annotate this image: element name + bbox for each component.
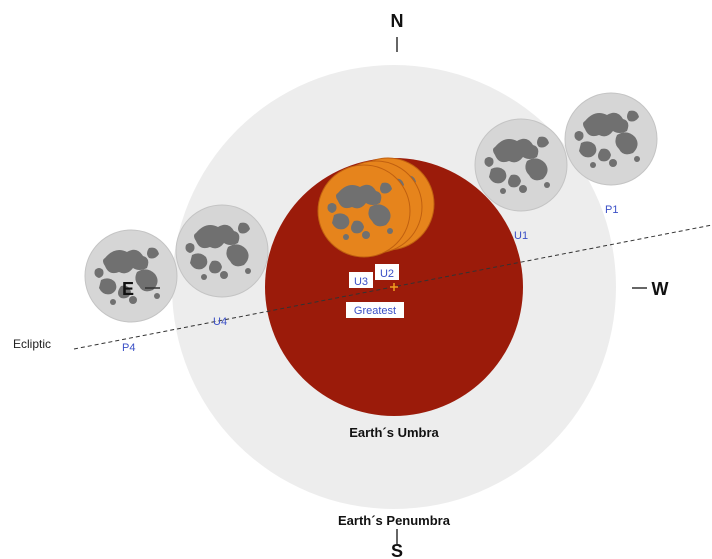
u2-box bbox=[375, 264, 399, 280]
east-label: E bbox=[122, 279, 134, 299]
moon-u2 bbox=[317, 164, 411, 258]
moon-p4 bbox=[84, 229, 178, 323]
ecliptic-label: Ecliptic bbox=[13, 337, 51, 351]
greatest-marker bbox=[390, 283, 398, 291]
contact-p4: P4 bbox=[122, 342, 135, 354]
contact-u2: U2 bbox=[380, 268, 394, 280]
greatest-box bbox=[346, 302, 404, 318]
u3-box bbox=[349, 272, 373, 288]
contact-u3: U3 bbox=[354, 276, 368, 288]
contact-u4: U4 bbox=[213, 316, 227, 328]
moon-u1 bbox=[474, 118, 568, 212]
penumbra-caption: Earth´s Penumbra bbox=[338, 513, 451, 528]
moon-p1 bbox=[564, 92, 658, 186]
umbra-caption: Earth´s Umbra bbox=[349, 425, 439, 440]
contact-u1: U1 bbox=[514, 230, 528, 242]
west-label: W bbox=[652, 279, 669, 299]
greatest-label: Greatest bbox=[354, 305, 396, 317]
north-label: N bbox=[391, 11, 404, 31]
contact-p1: P1 bbox=[605, 204, 618, 216]
south-label: S bbox=[391, 541, 403, 559]
moon-u4 bbox=[175, 204, 269, 298]
